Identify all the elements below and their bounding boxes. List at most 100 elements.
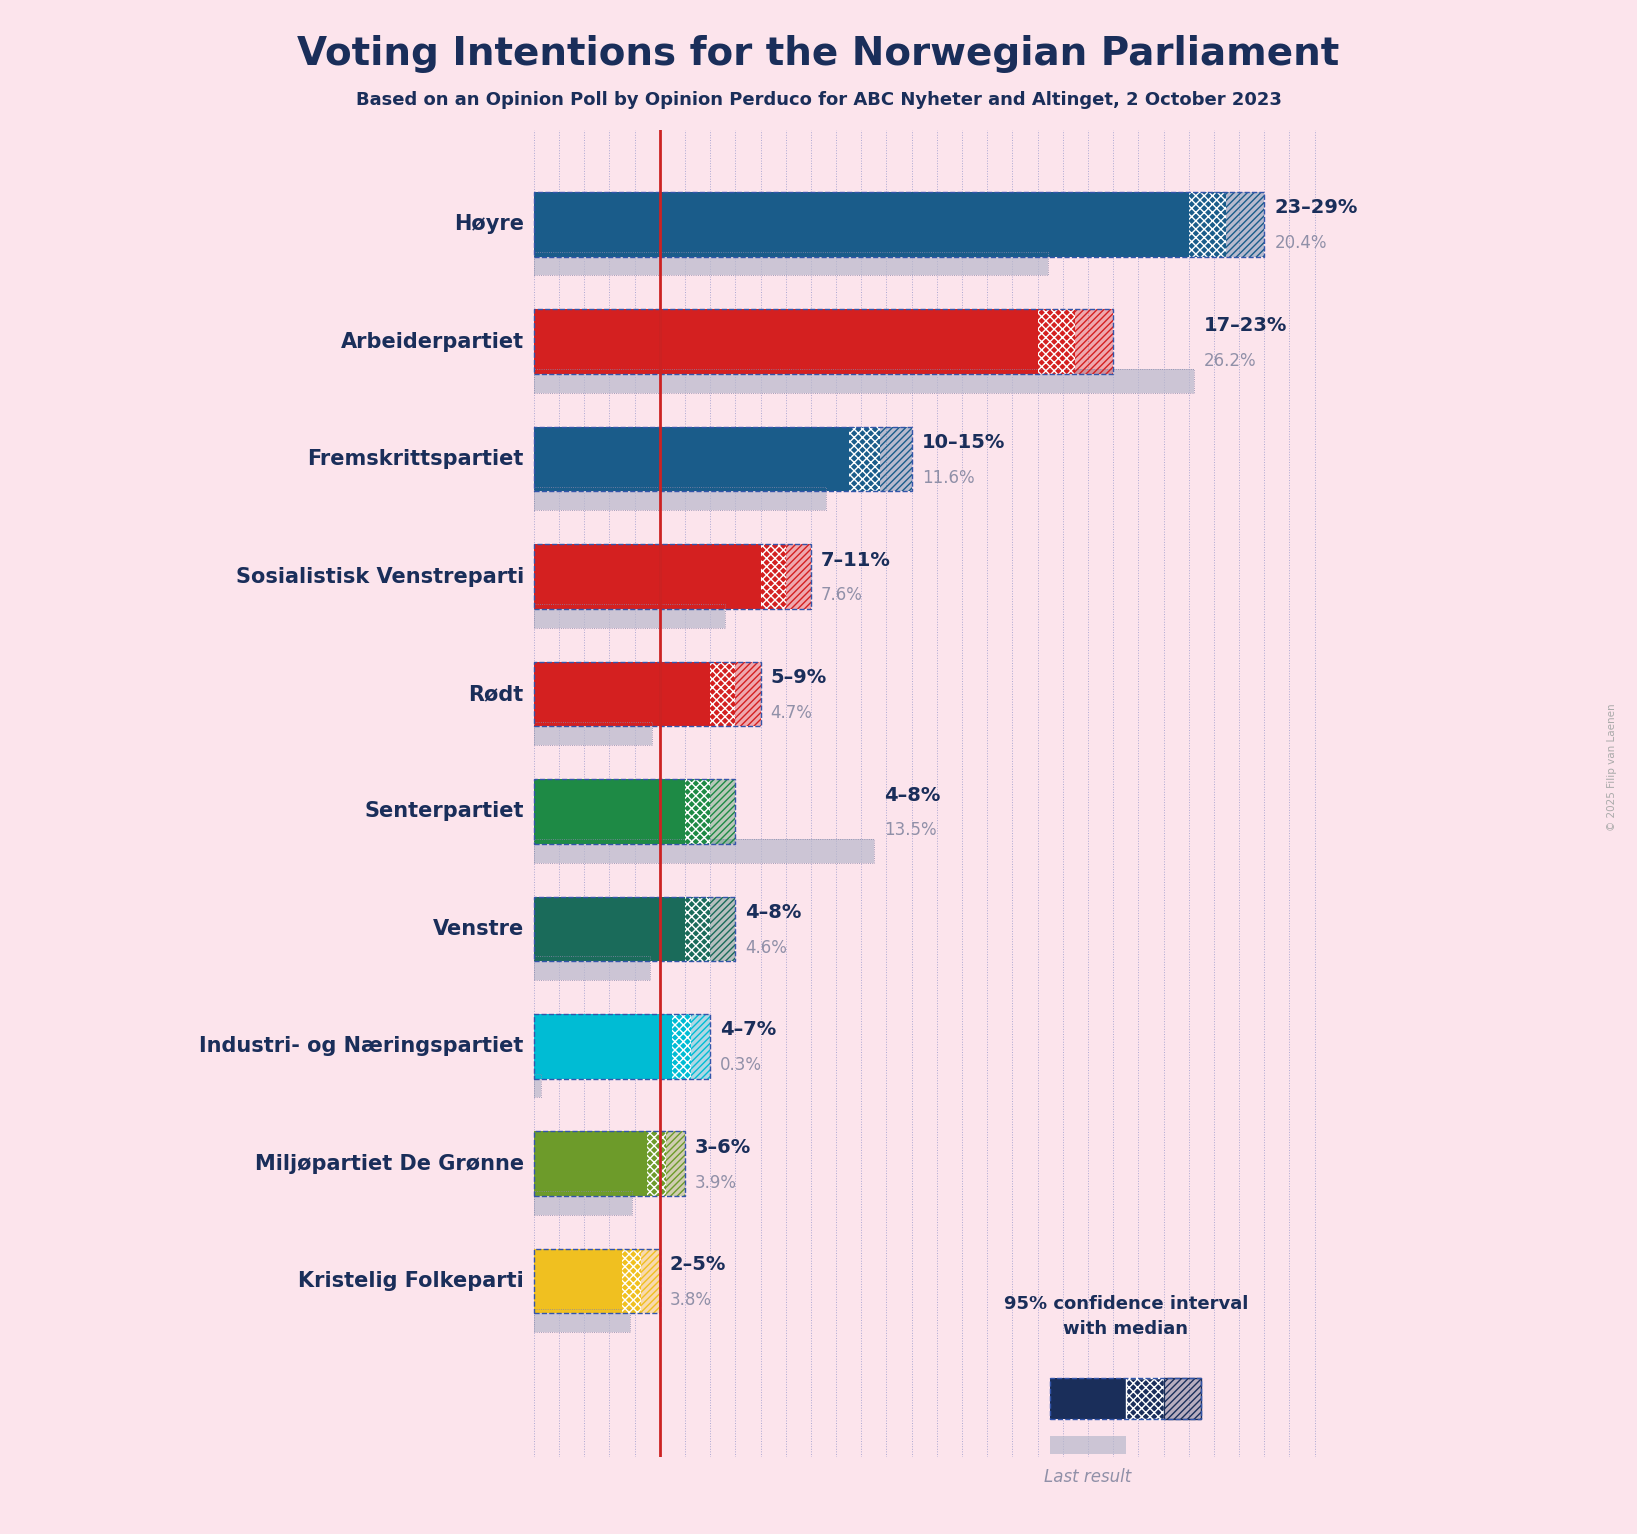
Bar (1038, 310, 1076, 374)
Text: 4–7%: 4–7% (720, 1020, 776, 1040)
Bar (761, 545, 786, 609)
Bar (735, 661, 761, 726)
Text: 10–15%: 10–15% (922, 433, 1005, 453)
Bar (1188, 192, 1226, 256)
Bar (534, 252, 1048, 276)
Text: 95% confidence interval
with median: 95% confidence interval with median (1003, 1295, 1247, 1338)
Text: 3–6%: 3–6% (696, 1138, 751, 1157)
Bar (534, 310, 1038, 374)
Bar (1051, 1378, 1126, 1419)
Bar (534, 1132, 684, 1197)
Text: 4–8%: 4–8% (884, 785, 940, 804)
Bar (1051, 1378, 1202, 1419)
Bar (534, 1132, 647, 1197)
Bar (673, 1014, 691, 1078)
Bar (881, 426, 912, 491)
Text: Høyre: Høyre (453, 215, 524, 235)
Text: 0.3%: 0.3% (720, 1055, 763, 1074)
Bar (642, 1249, 660, 1313)
Bar (534, 721, 652, 746)
Bar (534, 545, 810, 609)
Bar (735, 661, 761, 726)
Bar (534, 1192, 632, 1215)
Text: Senterpartiet: Senterpartiet (365, 801, 524, 822)
Bar (534, 1309, 630, 1332)
Bar (534, 604, 725, 627)
Bar (684, 779, 710, 844)
Bar (534, 1192, 632, 1215)
Bar (534, 1074, 542, 1097)
Text: 4–8%: 4–8% (745, 904, 802, 922)
Text: 17–23%: 17–23% (1203, 316, 1287, 334)
Bar (534, 839, 874, 862)
Bar (534, 252, 1048, 276)
Bar (534, 1074, 542, 1097)
Text: 3.8%: 3.8% (670, 1292, 712, 1309)
Bar (666, 1132, 684, 1197)
Bar (534, 310, 1113, 374)
Text: 11.6%: 11.6% (922, 469, 974, 486)
Bar (534, 370, 1193, 393)
Text: 5–9%: 5–9% (771, 669, 827, 687)
Bar (1051, 1436, 1126, 1454)
Bar (881, 426, 912, 491)
Bar (534, 370, 1193, 393)
Bar (684, 779, 710, 844)
Text: 26.2%: 26.2% (1203, 351, 1257, 370)
Bar (1164, 1378, 1202, 1419)
Bar (691, 1014, 710, 1078)
Bar (710, 661, 735, 726)
Bar (848, 426, 881, 491)
Bar (534, 192, 1188, 256)
Bar (534, 896, 684, 962)
Bar (534, 839, 874, 862)
Bar (1188, 192, 1226, 256)
Bar (622, 1249, 642, 1313)
Bar (786, 545, 810, 609)
Text: 13.5%: 13.5% (884, 821, 936, 839)
Bar (534, 486, 827, 511)
Bar (534, 1014, 673, 1078)
Bar (534, 1249, 660, 1313)
Bar (642, 1249, 660, 1313)
Bar (534, 1014, 710, 1078)
Text: 20.4%: 20.4% (1274, 235, 1328, 252)
Bar (647, 1132, 666, 1197)
Text: Arbeiderpartiet: Arbeiderpartiet (340, 331, 524, 351)
Text: Fremskrittspartiet: Fremskrittspartiet (308, 449, 524, 469)
Text: Voting Intentions for the Norwegian Parliament: Voting Intentions for the Norwegian Parl… (298, 35, 1339, 72)
Bar (684, 896, 710, 962)
Bar (1038, 310, 1076, 374)
Bar (710, 779, 735, 844)
Bar (1076, 310, 1113, 374)
Bar (622, 1249, 642, 1313)
Bar (1164, 1378, 1202, 1419)
Bar (691, 1014, 710, 1078)
Bar (710, 779, 735, 844)
Bar (534, 545, 761, 609)
Bar (710, 896, 735, 962)
Text: Venstre: Venstre (432, 919, 524, 939)
Text: 2–5%: 2–5% (670, 1255, 727, 1275)
Bar (534, 957, 650, 980)
Bar (1226, 192, 1264, 256)
Text: Sosialistisk Venstreparti: Sosialistisk Venstreparti (236, 566, 524, 586)
Bar (1126, 1378, 1164, 1419)
Bar (534, 661, 761, 726)
Bar (786, 545, 810, 609)
Text: Last result: Last result (1044, 1468, 1131, 1486)
Bar (710, 896, 735, 962)
Bar (1226, 192, 1264, 256)
Text: Based on an Opinion Poll by Opinion Perduco for ABC Nyheter and Altinget, 2 Octo: Based on an Opinion Poll by Opinion Perd… (355, 91, 1282, 109)
Text: 4.6%: 4.6% (745, 939, 787, 957)
Bar (534, 661, 710, 726)
Text: 4.7%: 4.7% (771, 704, 812, 723)
Bar (534, 1309, 630, 1332)
Text: Industri- og Næringspartiet: Industri- og Næringspartiet (200, 1037, 524, 1057)
Text: Kristelig Folkeparti: Kristelig Folkeparti (298, 1272, 524, 1292)
Bar (534, 896, 735, 962)
Bar (534, 1249, 622, 1313)
Bar (673, 1014, 691, 1078)
Bar (534, 779, 684, 844)
Text: 7–11%: 7–11% (822, 551, 891, 569)
